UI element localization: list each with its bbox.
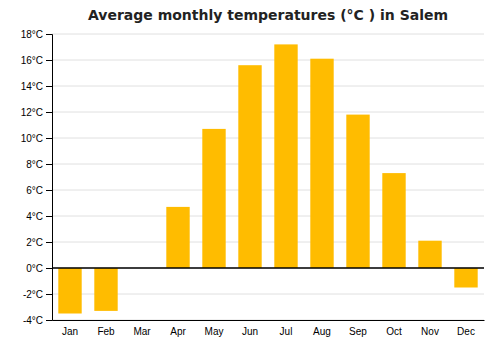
bar [58, 268, 81, 314]
y-tick-label: 18°C [21, 29, 43, 40]
title: Average monthly temperatures (°C ) in Sa… [88, 7, 448, 23]
y-tick: 10°C [21, 133, 52, 144]
x-tick: Feb [97, 326, 115, 337]
y-tick-mark [46, 164, 52, 165]
y-tick-mark [46, 138, 52, 139]
y-tick-mark [46, 190, 52, 191]
bars [58, 44, 477, 313]
y-tick-mark [46, 86, 52, 87]
x-tick-label: Jun [242, 326, 258, 337]
y-tick-label: 0°C [26, 263, 43, 274]
y-tick: 18°C [21, 29, 52, 40]
x-tick-label: Dec [457, 326, 475, 337]
x-tick: Dec [457, 326, 475, 337]
x-tick-label: Apr [170, 326, 186, 337]
y-tick-label: 10°C [21, 133, 43, 144]
y-tick-mark [46, 60, 52, 61]
y-tick: 0°C [26, 263, 52, 274]
y-tick: 14°C [21, 81, 52, 92]
grid-line [52, 34, 484, 35]
bar [274, 44, 297, 268]
y-tick-label: -2°C [23, 289, 43, 300]
grid [52, 34, 484, 320]
y-tick-label: 14°C [21, 81, 43, 92]
y-tick-mark [46, 242, 52, 243]
y-tick-label: 12°C [21, 107, 43, 118]
y-tick-label: -4°C [23, 315, 43, 326]
chart: -4°C -2°C 0°C 2°C 4°C 6°C 8°C 10°C 12°C 14°C 16°C 1… [0, 0, 500, 350]
grid-line [52, 112, 484, 113]
y-tick-label: 16°C [21, 55, 43, 66]
y-tick-label: 6°C [26, 185, 43, 196]
x-tick-label: Aug [313, 326, 331, 337]
y-tick-label: 2°C [26, 237, 43, 248]
bar [166, 207, 189, 268]
bar [382, 173, 405, 268]
bar [454, 268, 477, 288]
x-tick-label: May [205, 326, 224, 337]
y-tick-mark [46, 320, 52, 321]
y-tick: 8°C [26, 159, 52, 170]
y-tick: 2°C [26, 237, 52, 248]
x-tick: Sep [349, 326, 367, 337]
grid-line [52, 320, 484, 321]
x-tick: Apr [170, 326, 186, 337]
x-axis-line [53, 320, 485, 321]
x-tick-label: Oct [386, 326, 402, 337]
y-tick-mark [46, 294, 52, 295]
x-tick: Jun [242, 326, 258, 337]
plot: -4°C -2°C 0°C 2°C 4°C 6°C 8°C 10°C 12°C 14°C 16°C 1… [21, 29, 485, 337]
y-axis-line [46, 35, 53, 321]
x-tick: Mar [133, 326, 151, 337]
grid-line [52, 164, 484, 165]
x-tick-label: Jul [280, 326, 293, 337]
bar [202, 129, 225, 268]
x-tick: Jan [62, 326, 78, 337]
x-tick-label: Nov [421, 326, 439, 337]
y-tick-mark [46, 34, 52, 35]
x-tick: Nov [421, 326, 439, 337]
zero-line [52, 267, 484, 269]
grid-line [52, 138, 484, 139]
x-axis: Jan Feb Mar Apr May Jun Jul Aug Sep Oct Nov Dec [53, 321, 485, 338]
x-tick: Aug [313, 326, 331, 337]
grid-line [52, 86, 484, 87]
bar [418, 241, 441, 268]
y-tick-label: 8°C [26, 159, 43, 170]
x-tick: Jul [280, 326, 293, 337]
y-axis: -4°C -2°C 0°C 2°C 4°C 6°C 8°C 10°C 12°C 14°C 16°C 1… [21, 29, 53, 326]
x-tick-label: Mar [133, 326, 151, 337]
x-tick: May [205, 326, 224, 337]
x-tick-label: Sep [349, 326, 367, 337]
bar [94, 268, 117, 311]
y-tick: 12°C [21, 107, 52, 118]
grid-line [52, 268, 484, 269]
x-tick-label: Feb [97, 326, 115, 337]
y-tick-label: 4°C [26, 211, 43, 222]
y-tick: -4°C [23, 315, 52, 326]
y-tick: 6°C [26, 185, 52, 196]
x-tick-label: Jan [62, 326, 78, 337]
x-tick: Oct [386, 326, 402, 337]
bar [238, 65, 261, 268]
y-tick-mark [46, 112, 52, 113]
bar [310, 59, 333, 268]
y-tick: 16°C [21, 55, 52, 66]
grid-line [52, 190, 484, 191]
grid-line [52, 60, 484, 61]
grid-line [52, 216, 484, 217]
y-tick-mark [46, 268, 52, 269]
y-tick-mark [46, 216, 52, 217]
y-tick: -2°C [23, 289, 52, 300]
y-tick: 4°C [26, 211, 52, 222]
bar [346, 115, 369, 268]
